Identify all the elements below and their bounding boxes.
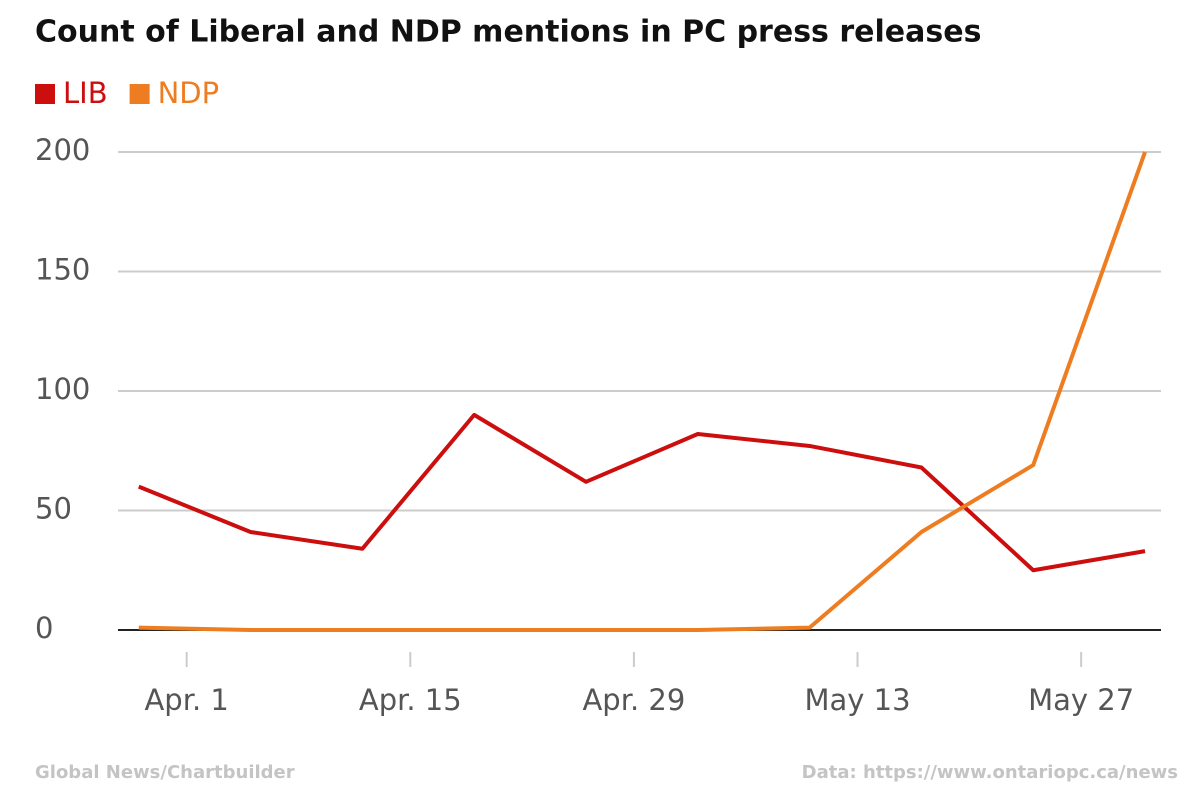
legend-label: NDP [158, 76, 220, 110]
series-line [138, 412, 1146, 573]
legend-swatch [129, 84, 150, 104]
legend-label: LIB [63, 76, 108, 110]
y-tick-label: 0 [35, 611, 53, 645]
chart-title: Count of Liberal and NDP mentions in PC … [35, 15, 981, 50]
y-tick-label: 150 [35, 253, 90, 287]
y-tick-label: 200 [35, 133, 90, 167]
y-tick-label: 50 [35, 492, 72, 526]
x-tick-label: May 27 [1028, 683, 1134, 717]
x-tick-label: Apr. 1 [144, 683, 228, 717]
x-tick-label: Apr. 29 [582, 683, 685, 717]
legend-swatch [35, 84, 55, 104]
source-left: Global News/Chartbuilder [35, 762, 295, 783]
x-tick-label: Apr. 15 [359, 683, 462, 717]
x-tick-label: May 13 [804, 683, 910, 717]
y-tick-label: 100 [35, 372, 90, 406]
source-right: Data: https://www.ontariopc.ca/news [802, 762, 1178, 783]
series-line [138, 151, 1147, 632]
